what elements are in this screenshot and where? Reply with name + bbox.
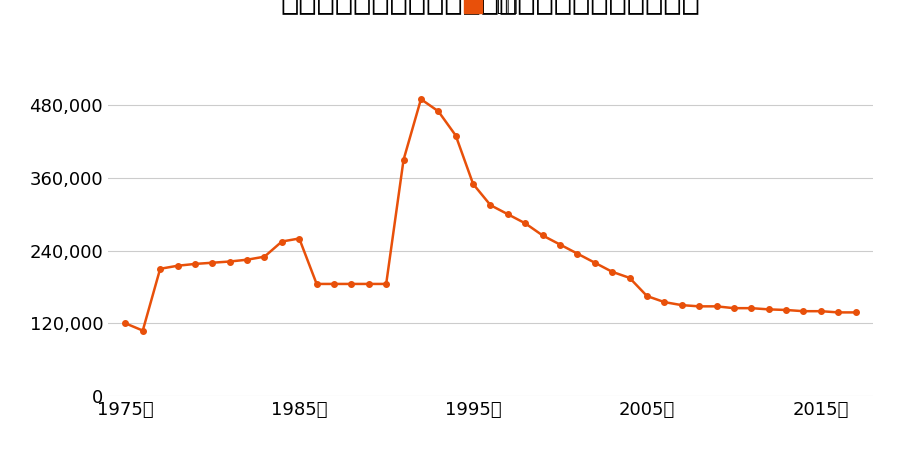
Title: 愛知県春日井市八事町１丁目１７２番４の地価推移: 愛知県春日井市八事町１丁目１７２番４の地価推移	[281, 0, 700, 15]
Legend: 価格: 価格	[456, 0, 525, 22]
